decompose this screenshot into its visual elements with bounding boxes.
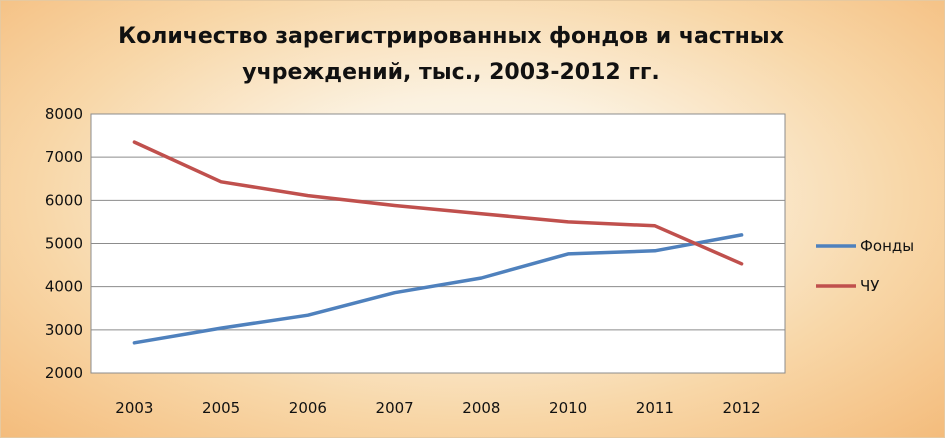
x-tick-label: 2012: [723, 399, 761, 417]
x-tick-label: 2006: [289, 399, 327, 417]
legend-label: ЧУ: [860, 277, 879, 295]
y-tick-label: 4000: [45, 278, 83, 296]
y-tick-label: 6000: [45, 191, 83, 209]
x-tick-label: 2008: [462, 399, 500, 417]
x-tick-label: 2010: [549, 399, 587, 417]
y-tick-label: 2000: [45, 364, 83, 382]
legend-label: Фонды: [860, 237, 914, 255]
x-tick-label: 2005: [202, 399, 240, 417]
x-tick-label: 2011: [636, 399, 674, 417]
x-tick-label: 2007: [376, 399, 414, 417]
x-tick-label: 2003: [115, 399, 153, 417]
y-tick-label: 3000: [45, 321, 83, 339]
y-tick-label: 8000: [45, 105, 83, 123]
y-tick-label: 5000: [45, 235, 83, 253]
y-tick-label: 7000: [45, 148, 83, 166]
